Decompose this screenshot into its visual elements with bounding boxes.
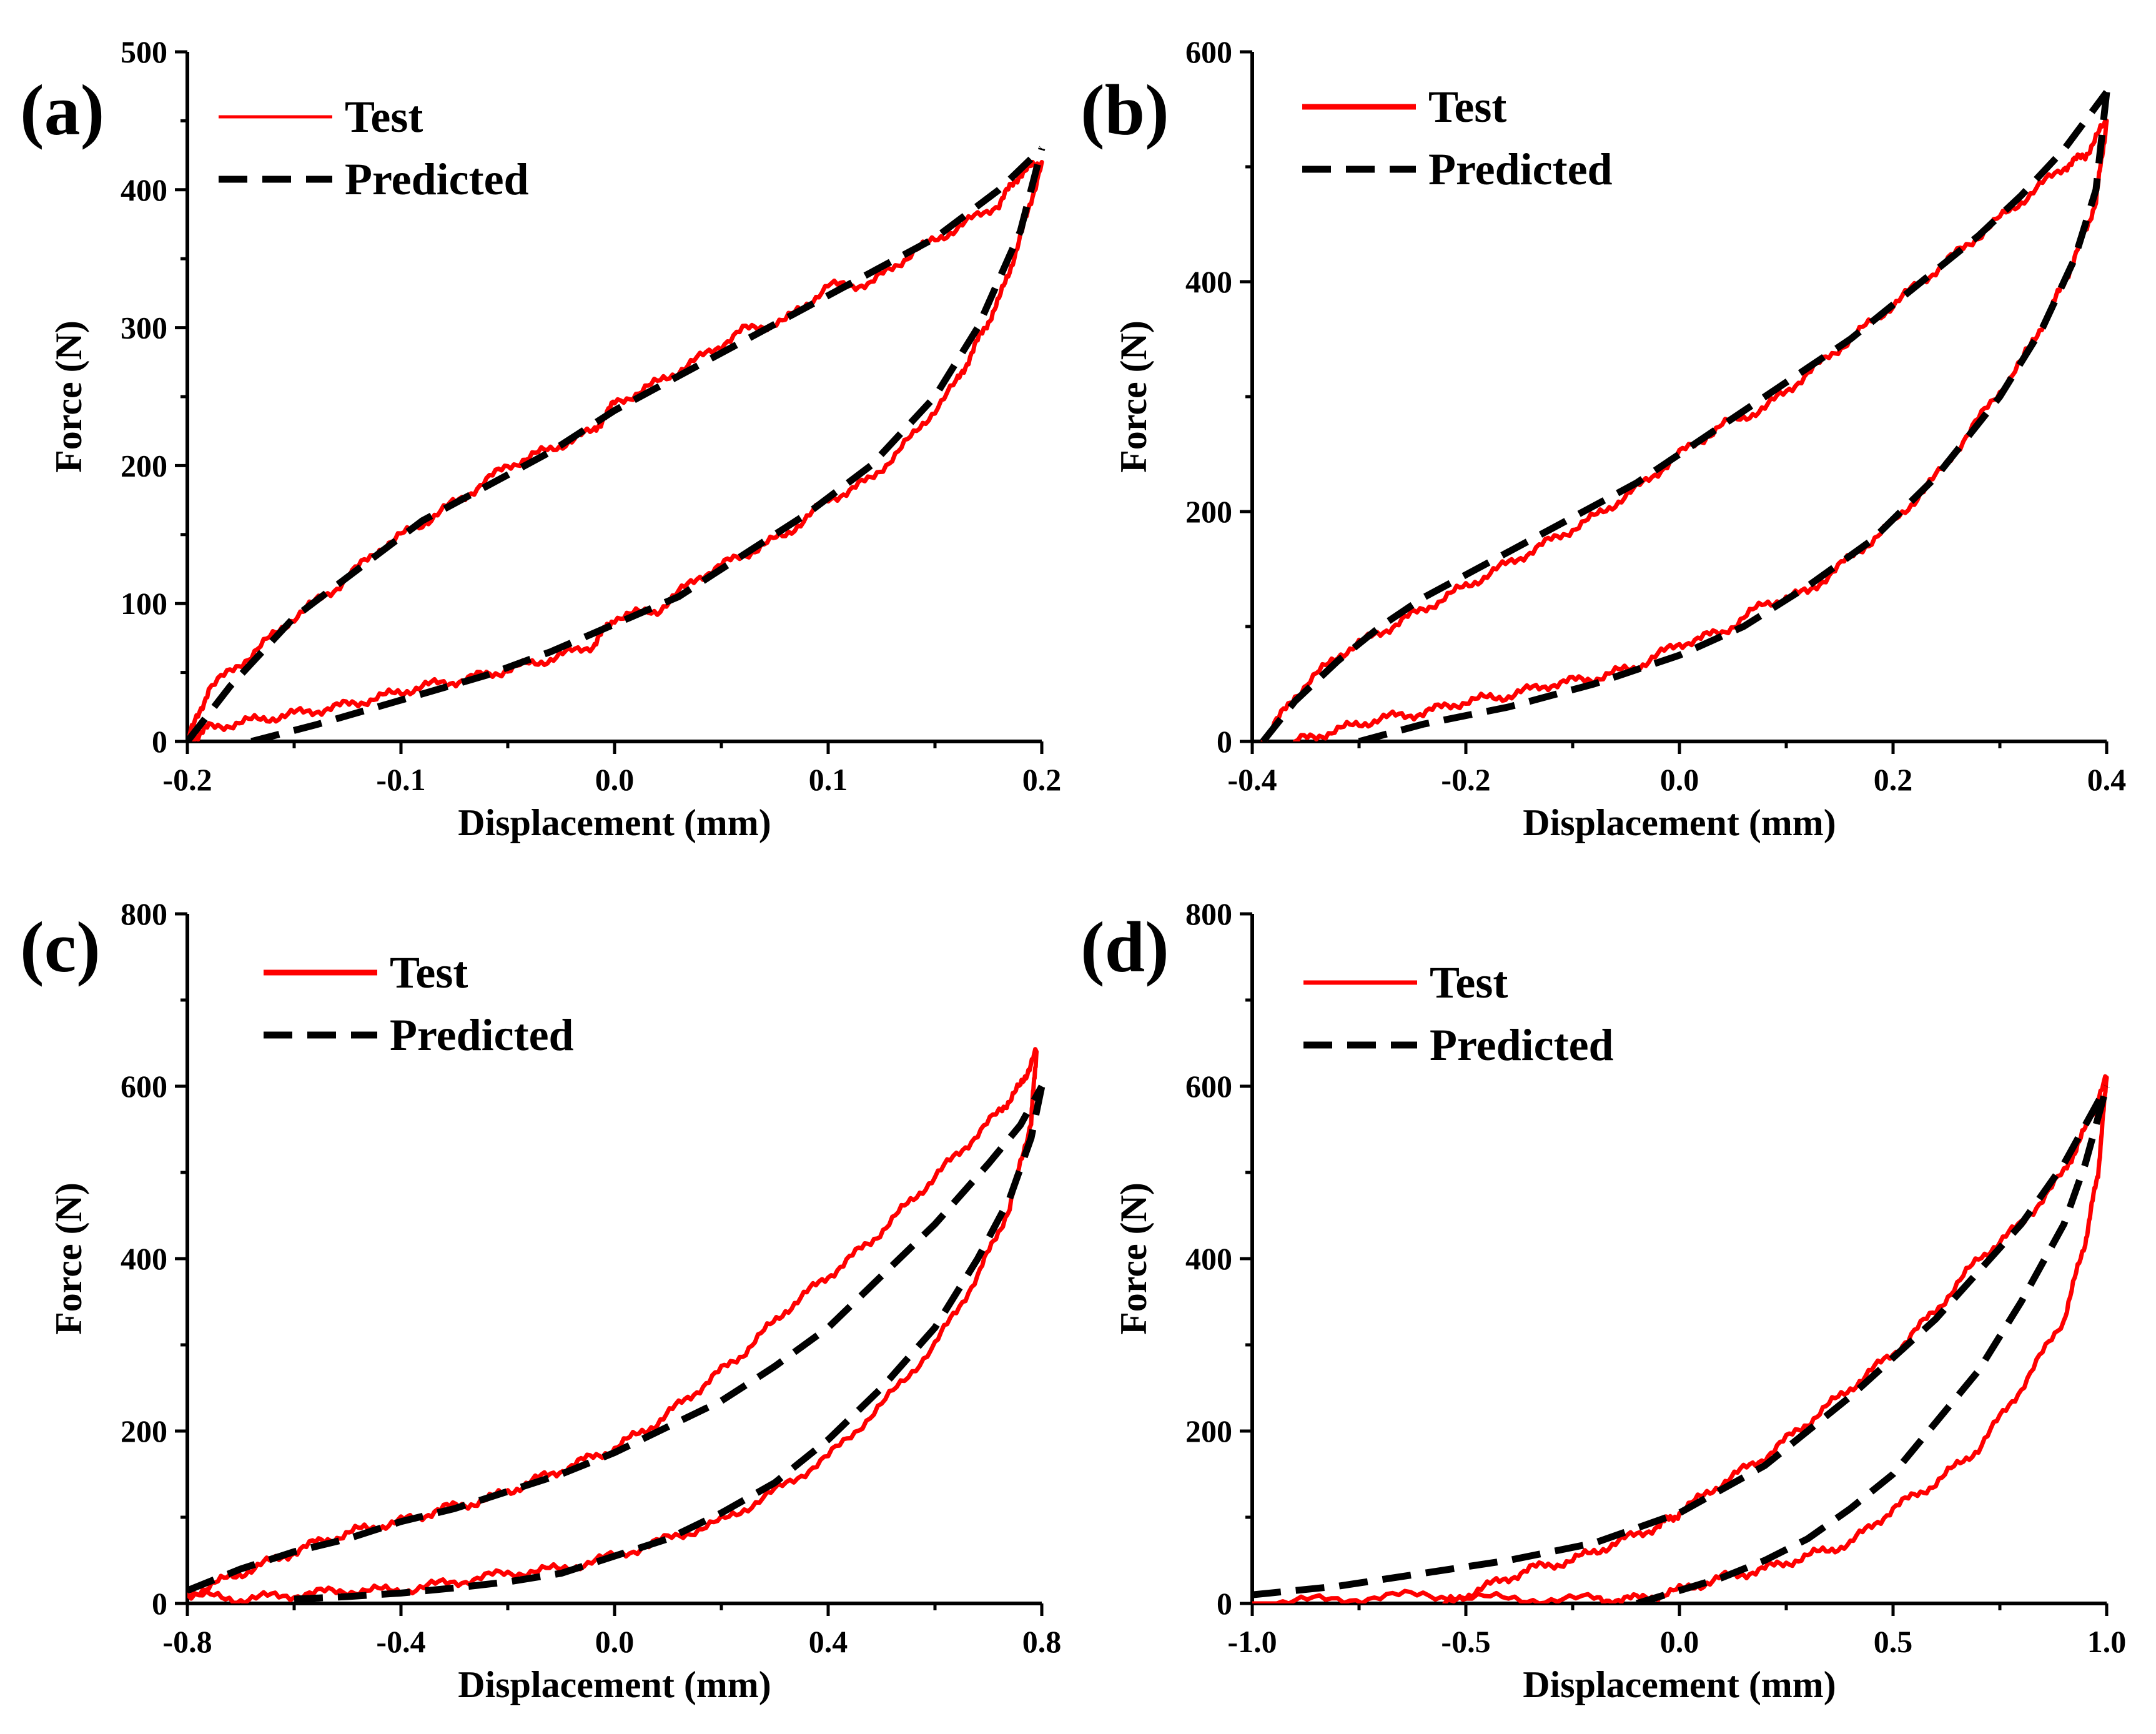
panel-label: (a) (20, 71, 104, 151)
legend-predicted-label: Predicted (390, 1010, 574, 1060)
predicted-curve-lower (1358, 91, 2110, 741)
series-group (187, 1047, 1046, 1603)
test-curve-lower (1252, 1075, 2109, 1603)
x-tick-label: -0.4 (1227, 762, 1277, 797)
x-tick-label: 0.0 (595, 1624, 635, 1659)
y-tick-label: 400 (121, 172, 167, 207)
legend-test-label: Test (390, 948, 468, 998)
panel-label: (b) (1080, 71, 1169, 151)
x-axis-title: Displacement (mm) (458, 1664, 771, 1705)
x-tick-label: 0.0 (595, 762, 635, 797)
x-axis-title: Displacement (mm) (1523, 1664, 1836, 1705)
x-tick-label: 0.2 (1874, 762, 1913, 797)
x-tick-label: 0.4 (2087, 762, 2127, 797)
series-group (1260, 90, 2110, 741)
x-tick-label: -0.4 (376, 1624, 425, 1659)
y-tick-label: 800 (121, 896, 167, 931)
y-tick-label: 200 (121, 448, 167, 483)
x-tick-label: -0.2 (1441, 762, 1490, 797)
x-tick-label: 1.0 (2087, 1624, 2127, 1659)
x-axis-title: Displacement (mm) (458, 802, 771, 843)
x-tick-label: 0.1 (809, 762, 848, 797)
y-tick-label: 200 (1185, 1414, 1232, 1449)
x-tick-label: -0.1 (376, 762, 425, 797)
predicted-curve-lower (1636, 1085, 2110, 1603)
y-axis-title: Force (N) (48, 1182, 89, 1335)
y-tick-label: 600 (1185, 1069, 1232, 1104)
y-tick-label: 0 (152, 724, 167, 759)
legend: Test Predicted (1302, 82, 1613, 194)
test-curve-lower (187, 160, 1044, 741)
y-tick-label: 300 (121, 310, 167, 345)
x-tick-label: 0.5 (1874, 1624, 1913, 1659)
y-tick-label: 500 (121, 34, 167, 69)
y-axis-title: Force (N) (1113, 320, 1154, 473)
x-tick-label: 0.8 (1022, 1624, 1062, 1659)
legend-predicted-label: Predicted (1430, 1020, 1614, 1070)
legend-predicted-label: Predicted (345, 154, 529, 204)
panel-c: (c) 0 200 400 600 800 -0.8 -0.4 0.0 0.4 0.8 Displa… (20, 896, 1061, 1705)
predicted-curve-upper (1252, 1084, 2110, 1598)
test-curve-upper (187, 1047, 1039, 1599)
y-tick-label: 200 (121, 1414, 167, 1449)
legend-test-label: Test (1430, 958, 1508, 1008)
y-tick-label: 600 (121, 1069, 167, 1104)
series-group (187, 146, 1046, 741)
x-tick-label: 0.2 (1022, 762, 1062, 797)
predicted-curve-upper (187, 1084, 1045, 1594)
legend: Test Predicted (1303, 958, 1614, 1070)
panel-d: (d) 0 200 400 600 800 -1.0 -0.5 0.0 0.5 1.0 Displa… (1080, 896, 2126, 1705)
y-tick-label: 0 (1217, 724, 1232, 759)
legend-test-label: Test (345, 92, 423, 142)
panel-label: (d) (1080, 908, 1169, 988)
predicted-curve-upper (1260, 90, 2110, 741)
x-tick-label: -0.5 (1441, 1624, 1490, 1659)
legend: Test Predicted (219, 92, 529, 204)
y-tick-label: 400 (1185, 1241, 1232, 1276)
y-tick-label: 800 (1185, 896, 1232, 931)
y-tick-label: 200 (1185, 494, 1232, 529)
test-curve-upper (1442, 1074, 2109, 1603)
y-axis-title: Force (N) (48, 320, 89, 473)
series-group (1252, 1074, 2110, 1603)
test-curve-lower (1292, 118, 2109, 741)
plot-area: 0 200 400 600 800 -0.8 -0.4 0.0 0.4 0.8 Displaceme… (48, 896, 1061, 1705)
predicted-curve-lower (294, 1085, 1046, 1603)
plot-area: 0 200 400 600 800 -1.0 -0.5 0.0 0.5 1.0 Displaceme… (1113, 896, 2126, 1705)
x-tick-label: -1.0 (1227, 1624, 1277, 1659)
x-tick-label: 0.4 (809, 1624, 848, 1659)
x-tick-label: -0.2 (162, 762, 212, 797)
y-tick-label: 0 (1217, 1586, 1232, 1621)
y-tick-label: 400 (121, 1241, 167, 1276)
legend: Test Predicted (264, 948, 574, 1060)
test-curve-lower (187, 1049, 1039, 1603)
y-tick-label: 600 (1185, 34, 1232, 69)
plot-area: 0 100 200 300 400 500 -0.2 -0.1 0.0 0.1 0.2 Displac… (48, 34, 1061, 843)
panel-label: (c) (20, 908, 101, 988)
y-axis-title: Force (N) (1113, 1182, 1154, 1335)
legend-predicted-label: Predicted (1428, 144, 1613, 194)
panel-a: (a) 0 100 200 300 400 500 -0.2 -0.1 0.0 0.1 0.2 Dis… (20, 34, 1061, 843)
y-tick-label: 400 (1185, 264, 1232, 299)
x-tick-label: 0.0 (1660, 1624, 1699, 1659)
x-axis-title: Displacement (mm) (1523, 802, 1836, 843)
panel-b: (b) 0 200 400 600 -0.4 -0.2 0.0 0.2 0.4 Displacem… (1080, 34, 2126, 843)
x-tick-label: -0.8 (162, 1624, 212, 1659)
y-tick-label: 0 (152, 1586, 167, 1621)
predicted-curve-lower (250, 147, 1046, 741)
y-tick-label: 100 (121, 586, 167, 621)
plot-area: 0 200 400 600 -0.4 -0.2 0.0 0.2 0.4 Displacement … (1113, 34, 2126, 843)
legend-test-label: Test (1428, 82, 1506, 132)
predicted-curve-upper (187, 146, 1044, 741)
x-tick-label: 0.0 (1660, 762, 1699, 797)
